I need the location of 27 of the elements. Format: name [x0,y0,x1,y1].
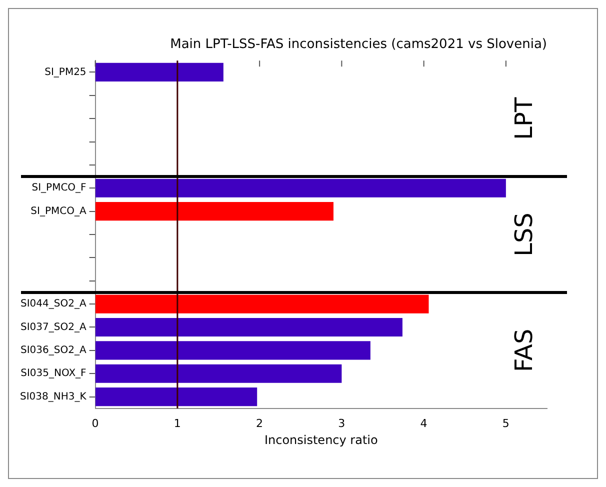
bar [95,62,224,82]
annotation: LPT [510,96,538,140]
y-tick-label: SI038_NH3_K [20,391,87,402]
y-tick-label: SI_PMCO_F [32,182,87,194]
bar [95,178,506,198]
x-tick-label: 1 [174,416,181,430]
x-tick-label: 3 [338,416,346,430]
annotation: FAS [510,328,538,372]
x-axis-title: Inconsistency ratio [264,432,378,447]
bar [95,294,429,314]
x-tick-label: 5 [502,416,510,430]
chart-title: Main LPT-LSS-FAS inconsistencies (cams2021 vs Slovenia) [170,37,547,52]
annotation: LSS [510,212,538,256]
x-tick-label: 4 [420,416,428,430]
y-tick-label: SI037_SO2_A [20,322,86,333]
bar [95,202,334,221]
bar [95,341,370,360]
bar [95,364,342,383]
y-tick-label: SI_PMCO_A [30,206,86,217]
bar [95,318,402,337]
bar [95,388,258,406]
y-tick-label: SI_PM25 [44,66,86,78]
y-tick-label: SI035_NOX_F [20,368,87,380]
x-tick-label: 2 [256,416,264,430]
y-tick-label: SI036_SO2_A [20,345,86,356]
x-tick-label: 0 [92,416,99,430]
y-tick-label: SI044_SO2_A [20,298,86,310]
